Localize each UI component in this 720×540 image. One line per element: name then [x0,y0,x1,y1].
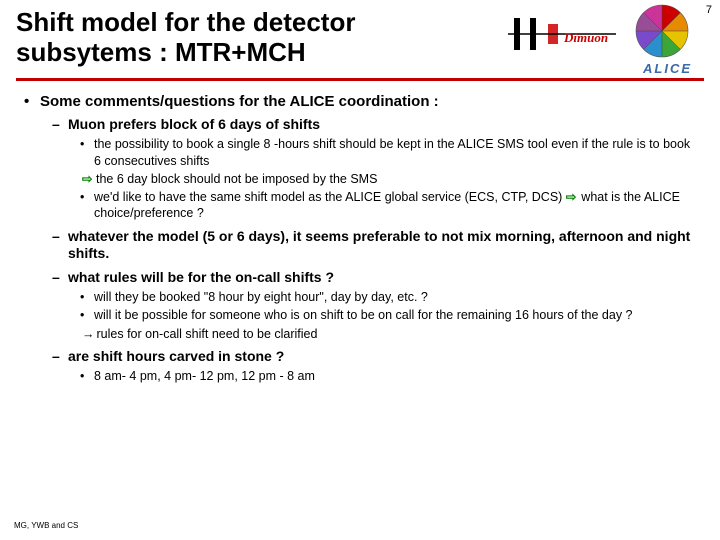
arrow-icon: → [82,326,95,342]
bullet-4: are shift hours carved in stone ? 8 am- … [40,348,700,385]
bullet-2: whatever the model (5 or 6 days), it see… [40,228,700,263]
arrow-icon: ⇨ [82,171,94,187]
bullet-1-3a-text: we'd like to have the same shift model a… [94,190,566,204]
bullet-1-text: Muon prefers block of 6 days of shifts [68,116,320,132]
slide-title: Shift model for the detector subsytems :… [16,8,456,68]
detector-icon: Dimuon [508,12,616,56]
svg-text:Dimuon: Dimuon [563,30,608,45]
slide-content: Some comments/questions for the ALICE co… [0,81,720,385]
bullet-1-2: ⇨the 6 day block should not be imposed b… [68,171,700,187]
bullet-3-3: →rules for on-call shift need to be clar… [68,326,700,342]
slide-header: Shift model for the detector subsytems :… [0,0,720,81]
bullet-1-3: we'd like to have the same shift model a… [68,189,700,222]
bullet-3-text: what rules will be for the on-call shift… [68,269,334,285]
bullet-4-text: are shift hours carved in stone ? [68,348,284,364]
bullet-1-1: the possibility to book a single 8 -hour… [68,136,700,169]
arrow-icon: ⇨ [566,189,578,205]
bullet-4-1: 8 am- 4 pm, 4 pm- 12 pm, 12 pm - 8 am [68,368,700,384]
bullet-3-1: will they be booked "8 hour by eight hou… [68,289,700,305]
title-line-2: subsytems : MTR+MCH [16,37,306,67]
wheel-icon [626,2,698,60]
alice-logo-block: Dimuon ALICE [508,2,698,80]
bullet-1-2-text: the 6 day block should not be imposed by… [96,172,377,186]
bullet-3-2: will it be possible for someone who is o… [68,307,700,323]
main-heading-text: Some comments/questions for the ALICE co… [40,93,439,110]
main-heading: Some comments/questions for the ALICE co… [24,93,700,385]
bullet-3-3-text: rules for on-call shift need to be clari… [97,327,318,341]
alice-label: ALICE [643,61,692,76]
bullet-3: what rules will be for the on-call shift… [40,269,700,342]
bullet-1: Muon prefers block of 6 days of shifts t… [40,116,700,222]
footer-credits: MG, YWB and CS [14,521,78,530]
title-line-1: Shift model for the detector [16,7,355,37]
